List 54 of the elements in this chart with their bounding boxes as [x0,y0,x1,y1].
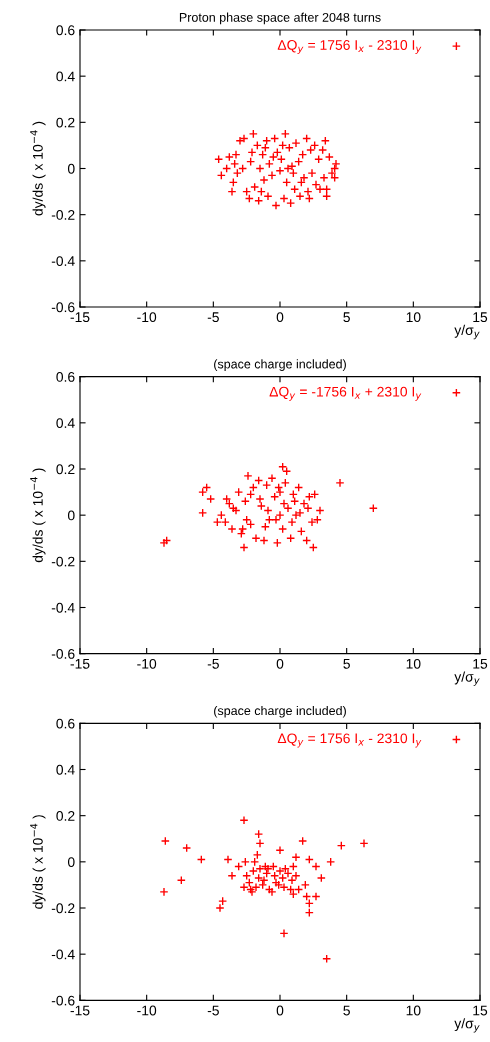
x-tick-label: 15 [473,312,488,323]
y-tick-label: -0.4 [51,602,75,613]
y-tick-label: 0.2 [56,811,75,821]
chart-title: Proton phase space after 2048 turns [179,12,381,25]
x-tick-label: 0 [276,312,284,323]
x-tick-label: -10 [137,1005,157,1016]
y-tick-label: -0.6 [51,995,75,1006]
x-tick-label: 15 [473,659,488,669]
x-tick-label: -15 [70,659,90,669]
x-tick-label: -15 [70,312,90,323]
x-axis-title: y/σ$_{y}$ [454,324,480,340]
x-tick-label: 0 [276,658,284,669]
y-tick-label: -0.2 [51,903,75,914]
x-tick-label: 5 [343,1005,350,1016]
y-axis-title: dy/ds ( x 10$^{−4}$ ) [30,815,46,909]
y-tick-label: -0.4 [51,256,75,266]
y-tick-label: -0.6 [51,302,75,313]
y-tick-label: 0.2 [56,464,75,475]
y-tick-label: 0.6 [56,718,75,729]
y-tick-label: -0.4 [51,949,75,960]
x-tick-label: -5 [207,312,219,323]
x-axis-title: y/σ$_{y}$ [454,671,480,686]
x-tick-label: -5 [207,659,219,669]
y-tick-label: -0.6 [51,649,75,659]
x-tick-label: 5 [343,312,350,323]
x-tick-label: 10 [406,1005,421,1016]
y-tick-label: 0.4 [56,71,75,82]
x-tick-label: -15 [70,1005,90,1016]
y-tick-label: 0.4 [56,764,75,775]
y-tick-label: 0 [67,510,75,521]
y-tick-label: 0.4 [56,418,75,428]
chart-title: (space charge included) [214,705,346,718]
y-tick-label: -0.2 [51,210,75,220]
y-tick-label: 0 [67,857,75,867]
y-tick-label: -0.2 [51,556,75,567]
legend-label: ΔQ$_{y}$ = 1756 I$_{x}$ - 2310 I$_{y}$ [277,40,422,55]
legend-label: ΔQ$_{y}$ = -1756 I$_{x}$ + 2310 I$_{y}$ [269,386,422,401]
x-tick-label: 15 [473,1005,488,1016]
y-axis-title: dy/ds ( x 10$^{−4}$ ) [30,468,46,563]
x-tick-label: -10 [137,658,157,669]
x-tick-label: 10 [406,658,421,669]
x-tick-label: -10 [137,312,157,323]
x-tick-label: 0 [276,1005,284,1016]
y-tick-label: 0.6 [56,372,75,382]
x-axis-title: y/σ$_{y}$ [454,1018,480,1033]
y-tick-label: 0 [67,163,75,174]
x-tick-label: 10 [406,312,421,323]
x-tick-label: -5 [207,1005,219,1016]
chart-title: (space charge included) [214,359,346,371]
y-tick-label: 0.6 [56,25,75,36]
legend-label: ΔQ$_{y}$ = 1756 I$_{x}$ - 2310 I$_{y}$ [277,733,422,748]
x-tick-label: 5 [343,659,350,669]
y-tick-label: 0.2 [56,117,75,128]
y-axis-title: dy/ds ( x 10$^{−4}$ ) [30,121,46,216]
